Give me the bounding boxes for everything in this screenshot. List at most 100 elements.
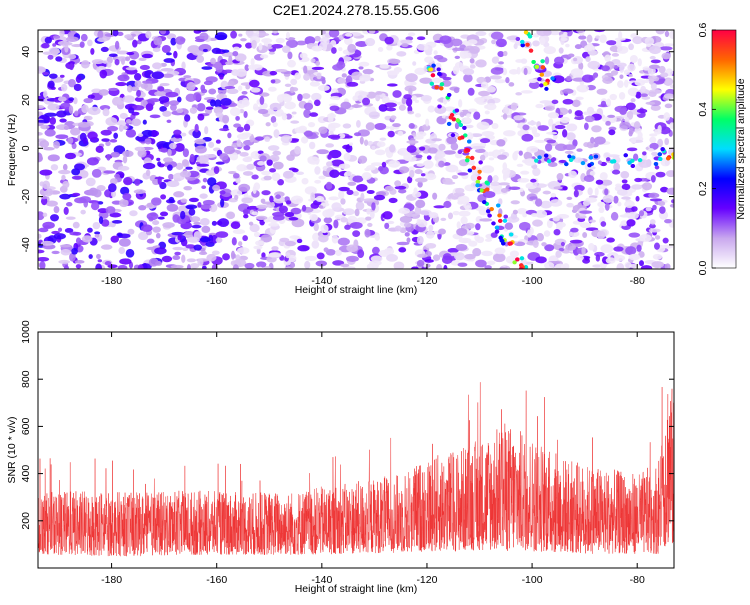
heat-cell xyxy=(201,225,211,234)
heat-cell xyxy=(310,192,316,202)
heat-cell xyxy=(82,137,88,145)
heat-cell xyxy=(231,237,237,246)
heat-cell xyxy=(649,133,658,137)
heat-cell xyxy=(81,104,89,114)
heat-cell xyxy=(601,65,610,72)
heat-cell xyxy=(462,68,475,76)
heat-cell xyxy=(478,90,490,97)
heat-cell xyxy=(454,55,461,60)
heat-cell xyxy=(405,213,418,217)
heat-cell-feature xyxy=(437,104,442,109)
heat-cell xyxy=(392,123,401,128)
heat-cell xyxy=(547,162,558,167)
heat-cell xyxy=(213,106,224,115)
heat-cell xyxy=(68,54,77,60)
heat-cell xyxy=(286,154,295,161)
heat-cell xyxy=(586,106,595,115)
heat-cell xyxy=(642,182,653,191)
heat-cell xyxy=(593,30,606,33)
heat-cell xyxy=(476,121,490,130)
heat-cell xyxy=(181,254,186,263)
heat-cell xyxy=(175,162,184,171)
heat-cell xyxy=(387,130,395,138)
heat-cell xyxy=(246,163,255,170)
heat-cell xyxy=(618,92,626,100)
heat-cell xyxy=(347,215,358,224)
heat-cell xyxy=(315,60,321,66)
heat-cell xyxy=(467,87,475,96)
heat-cell xyxy=(606,98,612,107)
heat-cell xyxy=(301,93,311,99)
heat-cell-feature xyxy=(534,158,539,163)
heat-cell xyxy=(38,249,45,254)
heat-cell-feature xyxy=(580,161,586,166)
heat-cell xyxy=(80,33,88,42)
heat-cell xyxy=(243,214,249,219)
heat-cell xyxy=(583,122,589,131)
heat-cell xyxy=(464,222,475,229)
heat-cell xyxy=(368,111,380,120)
heat-cell xyxy=(474,97,485,103)
heat-cell xyxy=(558,159,567,164)
heat-cell xyxy=(47,54,54,60)
heat-cell xyxy=(83,115,93,121)
heat-cell-feature xyxy=(429,81,435,86)
heat-cell xyxy=(576,84,590,93)
heat-cell xyxy=(617,201,622,207)
heat-cell xyxy=(482,191,496,199)
heat-cell xyxy=(64,152,77,160)
heat-cell xyxy=(331,47,337,54)
heat-cell xyxy=(181,159,189,166)
heat-cell xyxy=(534,183,547,188)
heat-cell xyxy=(621,179,628,184)
spectrogram-y-tick-label: -40 xyxy=(20,237,32,252)
heat-cell xyxy=(464,253,476,260)
heat-cell xyxy=(520,170,530,175)
heat-cell xyxy=(309,81,321,87)
heat-cell xyxy=(535,198,543,207)
heat-cell xyxy=(413,187,418,195)
heat-cell xyxy=(109,138,118,143)
heat-cell xyxy=(245,84,251,90)
heat-cell xyxy=(215,161,225,165)
heat-cell xyxy=(475,31,487,37)
heat-cell xyxy=(649,64,660,70)
heat-cell xyxy=(152,220,160,226)
heat-cell xyxy=(303,130,314,137)
heat-cell xyxy=(268,51,275,55)
heat-cell xyxy=(604,202,610,211)
heat-cell xyxy=(387,220,395,225)
heat-cell xyxy=(390,115,397,120)
heat-cell xyxy=(119,258,132,265)
heat-cell xyxy=(445,164,459,173)
heat-cell xyxy=(74,259,85,264)
heat-cell xyxy=(439,35,452,44)
heat-cell xyxy=(303,65,308,74)
heat-cell xyxy=(299,52,308,59)
heat-cell xyxy=(357,95,363,99)
heat-cell xyxy=(431,138,442,142)
heat-cell xyxy=(285,252,291,259)
heat-cell xyxy=(234,194,239,200)
heat-cell xyxy=(307,156,320,165)
heat-cell xyxy=(287,59,297,68)
heat-cell xyxy=(358,91,369,96)
heat-cell xyxy=(62,180,70,189)
heat-cell xyxy=(280,135,293,144)
heat-cell xyxy=(648,148,654,152)
heat-cell xyxy=(202,177,208,183)
heat-cell xyxy=(318,126,328,134)
heat-cell xyxy=(549,199,563,207)
heat-cell xyxy=(197,258,204,266)
heat-cell xyxy=(638,260,644,267)
heat-cell xyxy=(185,166,193,170)
heat-cell xyxy=(340,217,348,223)
heat-cell-feature xyxy=(489,207,494,212)
heat-cell xyxy=(318,175,326,180)
heat-cell xyxy=(264,136,271,142)
heat-cell xyxy=(574,110,583,117)
heat-cell xyxy=(490,31,504,40)
heat-cell xyxy=(160,147,169,153)
heat-cell xyxy=(657,138,664,148)
heat-cell xyxy=(55,56,63,62)
